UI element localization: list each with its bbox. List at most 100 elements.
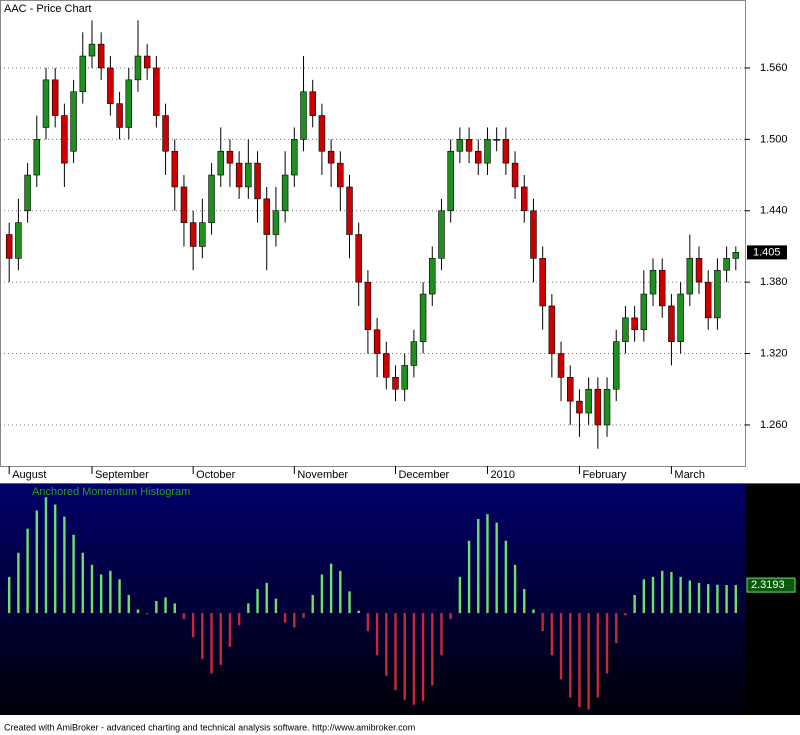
candle-body xyxy=(622,317,629,342)
last-value-label: 2.3193 xyxy=(751,579,785,591)
histogram-bar xyxy=(237,613,241,626)
candle-body xyxy=(272,210,280,235)
candle-body xyxy=(502,139,510,164)
candle-body xyxy=(576,400,583,414)
candle-body xyxy=(70,91,77,152)
candle-body xyxy=(33,139,41,176)
histogram-bar xyxy=(173,603,176,614)
histogram-bar xyxy=(63,516,66,614)
candle-body xyxy=(465,139,473,152)
candle-body xyxy=(649,269,657,295)
candle-body xyxy=(291,139,298,176)
x-tick-label: August xyxy=(12,469,46,481)
histogram-bar xyxy=(569,613,572,698)
histogram-bar xyxy=(670,572,673,614)
candle-body xyxy=(401,365,408,390)
candle-body xyxy=(97,43,105,69)
last-value-box xyxy=(746,577,796,593)
candle-body xyxy=(42,79,50,128)
y-tick-label: 1.500 xyxy=(760,133,788,145)
histogram-bar xyxy=(118,579,121,614)
candle-body xyxy=(732,252,740,259)
histogram-bar xyxy=(191,613,195,638)
histogram-bar xyxy=(265,582,268,614)
y-tick-label: 1.380 xyxy=(760,276,788,288)
histogram-bar xyxy=(366,613,370,632)
x-tick-label: March xyxy=(674,469,705,481)
candle-body xyxy=(438,210,445,259)
candle-body xyxy=(447,150,454,212)
histogram-bar xyxy=(357,610,360,614)
candle-body xyxy=(548,305,556,354)
x-tick-label: November xyxy=(297,469,348,481)
candle-body xyxy=(5,234,13,259)
chart-title: AAC - Price Chart xyxy=(4,3,91,15)
candle-body xyxy=(557,353,565,378)
histogram-bar xyxy=(7,576,11,614)
histogram-bar xyxy=(348,591,351,614)
histogram-bar xyxy=(550,613,554,656)
histogram-bar xyxy=(99,574,103,614)
candle-body xyxy=(125,79,133,128)
histogram-bar xyxy=(624,613,627,616)
histogram-bar xyxy=(477,518,480,614)
candle-body xyxy=(704,281,712,319)
candle-body xyxy=(714,269,721,319)
histogram-bar xyxy=(90,564,94,614)
x-tick-label: 2010 xyxy=(490,469,514,481)
candle-body xyxy=(24,174,31,212)
candle-body xyxy=(456,139,464,152)
candle-body xyxy=(594,388,602,426)
histogram-bar xyxy=(81,552,84,614)
candle-body xyxy=(429,258,436,295)
histogram-bar xyxy=(219,613,222,665)
histogram-bar xyxy=(394,613,397,691)
histogram-bar xyxy=(679,576,682,614)
candle-body xyxy=(51,79,59,116)
candle-body xyxy=(162,115,169,152)
candle-body xyxy=(337,162,344,188)
histogram-bar xyxy=(596,613,600,698)
histogram-bar xyxy=(293,613,296,628)
histogram-bar xyxy=(513,564,517,614)
histogram-bar xyxy=(449,613,452,620)
histogram-bar xyxy=(127,594,130,614)
histogram-bar xyxy=(302,613,305,618)
histogram-bar xyxy=(412,613,416,705)
candle-body xyxy=(143,55,151,69)
histogram-bar xyxy=(136,609,140,614)
y-tick-label: 1.560 xyxy=(760,62,788,74)
candle-body xyxy=(475,150,482,164)
candle-body xyxy=(493,139,500,141)
x-tick-label: February xyxy=(582,469,627,481)
histogram-bar xyxy=(182,613,186,620)
candle-body xyxy=(585,388,592,414)
candle-body xyxy=(383,353,390,378)
histogram-title: Anchored Momentum Histogram xyxy=(32,486,190,498)
histogram-bar xyxy=(385,613,388,676)
histogram-bar xyxy=(697,582,701,614)
candle-body xyxy=(235,162,243,188)
histogram-bar xyxy=(72,534,75,614)
candle-body xyxy=(723,258,730,271)
histogram-bar xyxy=(725,584,728,614)
candle-body xyxy=(521,186,528,212)
candle-body xyxy=(695,258,703,283)
candle-body xyxy=(300,91,307,140)
histogram-bar xyxy=(339,570,342,614)
candle-body xyxy=(153,67,160,116)
histogram-bar xyxy=(431,613,434,686)
candle-body xyxy=(79,55,87,93)
candle-body xyxy=(245,162,252,188)
histogram-bar xyxy=(53,504,57,614)
histogram-bar xyxy=(523,588,526,614)
histogram-bar xyxy=(421,613,425,702)
candle-body xyxy=(171,150,178,188)
candle-body xyxy=(318,115,326,152)
footer: Created with AmiBroker - advanced charti… xyxy=(4,722,415,732)
histogram-bar xyxy=(486,514,489,614)
candle-body xyxy=(281,174,289,212)
histogram-bar xyxy=(458,576,462,614)
candle-body xyxy=(226,150,234,164)
